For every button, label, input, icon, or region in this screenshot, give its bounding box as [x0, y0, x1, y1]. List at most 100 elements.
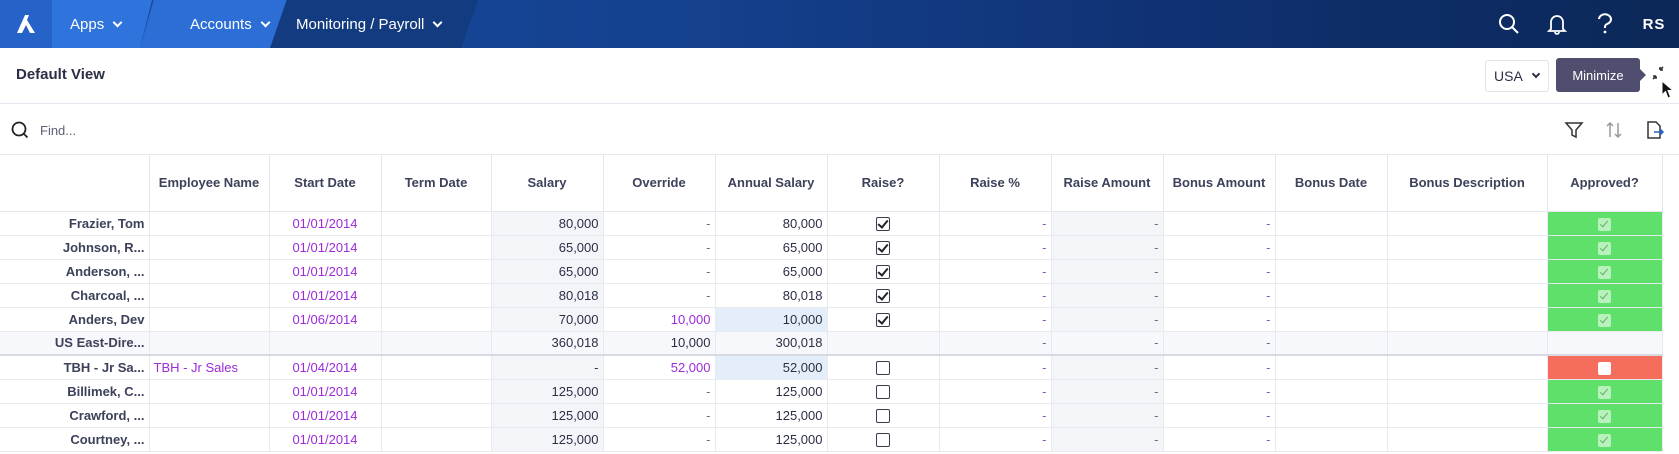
start-date-cell[interactable]: 01/06/2014	[269, 307, 382, 332]
override-cell[interactable]: -	[603, 259, 716, 284]
bonus-description-cell[interactable]	[1387, 403, 1548, 428]
raise-checkbox[interactable]	[876, 240, 890, 255]
bonus-date-cell[interactable]	[1275, 235, 1388, 260]
accounts-menu-segment[interactable]	[140, 0, 292, 48]
breadcrumb-menu[interactable]: Monitoring / Payroll	[296, 0, 443, 48]
approved-cell[interactable]	[1547, 259, 1663, 284]
raise-percent-cell[interactable]: -	[939, 355, 1052, 380]
bonus-amount-cell[interactable]: -	[1163, 403, 1276, 428]
bonus-description-cell[interactable]	[1387, 379, 1548, 404]
approved-cell[interactable]	[1547, 235, 1663, 260]
raise-checkbox-cell[interactable]	[827, 283, 940, 308]
bonus-amount-cell[interactable]: -	[1163, 379, 1276, 404]
employee-name-cell[interactable]	[149, 403, 270, 428]
bonus-description-cell[interactable]	[1387, 211, 1548, 236]
raise-checkbox[interactable]	[876, 312, 890, 327]
start-date-cell[interactable]: 01/01/2014	[269, 283, 382, 308]
term-date-cell[interactable]	[381, 331, 492, 356]
start-date-cell[interactable]: 01/01/2014	[269, 379, 382, 404]
help-icon[interactable]	[1581, 0, 1629, 48]
approved-checkbox[interactable]	[1598, 289, 1611, 303]
column-header[interactable]: Raise Amount	[1051, 155, 1164, 212]
bonus-date-cell[interactable]	[1275, 283, 1388, 308]
bonus-amount-cell[interactable]: -	[1163, 259, 1276, 284]
override-cell[interactable]: -	[603, 235, 716, 260]
override-cell[interactable]: -	[603, 211, 716, 236]
start-date-cell[interactable]: 01/04/2014	[269, 355, 382, 380]
term-date-cell[interactable]	[381, 355, 492, 380]
raise-checkbox[interactable]	[876, 384, 890, 399]
column-header[interactable]: Bonus Date	[1275, 155, 1388, 212]
row-label[interactable]: Frazier, Tom	[0, 211, 150, 236]
bonus-description-cell[interactable]	[1387, 307, 1548, 332]
raise-percent-cell[interactable]: -	[939, 307, 1052, 332]
raise-checkbox[interactable]	[876, 216, 890, 231]
search-icon[interactable]	[1485, 0, 1533, 48]
apps-menu[interactable]: Apps	[70, 0, 123, 48]
bonus-amount-cell[interactable]: -	[1163, 427, 1276, 452]
override-cell[interactable]: -	[603, 403, 716, 428]
raise-percent-cell[interactable]: -	[939, 211, 1052, 236]
column-header[interactable]: Override	[603, 155, 716, 212]
apps-menu-segment[interactable]	[52, 0, 152, 48]
sort-icon[interactable]	[1603, 119, 1625, 141]
raise-checkbox-cell[interactable]	[827, 235, 940, 260]
minimize-icon[interactable]	[1648, 64, 1672, 88]
row-label[interactable]: Johnson, R...	[0, 235, 150, 260]
approved-cell[interactable]	[1547, 427, 1663, 452]
column-header[interactable]: Employee Name	[149, 155, 270, 212]
column-header[interactable]: Bonus Description	[1387, 155, 1548, 212]
term-date-cell[interactable]	[381, 307, 492, 332]
bonus-date-cell[interactable]	[1275, 307, 1388, 332]
raise-percent-cell[interactable]: -	[939, 379, 1052, 404]
row-label[interactable]: Anders, Dev	[0, 307, 150, 332]
raise-percent-cell[interactable]: -	[939, 259, 1052, 284]
column-header[interactable]: Raise?	[827, 155, 940, 212]
employee-name-cell[interactable]	[149, 307, 270, 332]
bonus-date-cell[interactable]	[1275, 403, 1388, 428]
bonus-description-cell[interactable]	[1387, 283, 1548, 308]
search-input[interactable]	[40, 119, 340, 141]
start-date-cell[interactable]: 01/01/2014	[269, 235, 382, 260]
bonus-date-cell[interactable]	[1275, 211, 1388, 236]
bonus-date-cell[interactable]	[1275, 331, 1388, 356]
approved-checkbox[interactable]	[1598, 361, 1611, 375]
approved-cell[interactable]	[1547, 283, 1663, 308]
row-label[interactable]: Charcoal, ...	[0, 283, 150, 308]
term-date-cell[interactable]	[381, 259, 492, 284]
bonus-date-cell[interactable]	[1275, 259, 1388, 284]
override-cell[interactable]: 52,000	[603, 355, 716, 380]
raise-checkbox[interactable]	[876, 288, 890, 303]
column-header[interactable]: Annual Salary	[715, 155, 828, 212]
override-cell[interactable]: -	[603, 283, 716, 308]
raise-percent-cell[interactable]: -	[939, 427, 1052, 452]
employee-name-cell[interactable]	[149, 235, 270, 260]
bonus-amount-cell[interactable]: -	[1163, 283, 1276, 308]
raise-percent-cell[interactable]: -	[939, 283, 1052, 308]
raise-checkbox-cell[interactable]	[827, 403, 940, 428]
raise-percent-cell[interactable]: -	[939, 331, 1052, 356]
bonus-amount-cell[interactable]: -	[1163, 307, 1276, 332]
employee-name-cell[interactable]	[149, 283, 270, 308]
start-date-cell[interactable]	[269, 331, 382, 356]
term-date-cell[interactable]	[381, 403, 492, 428]
bonus-amount-cell[interactable]: -	[1163, 355, 1276, 380]
row-label[interactable]: Crawford, ...	[0, 403, 150, 428]
row-label[interactable]: Anderson, ...	[0, 259, 150, 284]
employee-name-cell[interactable]: TBH - Jr Sales	[149, 355, 270, 380]
term-date-cell[interactable]	[381, 283, 492, 308]
raise-checkbox-cell[interactable]	[827, 211, 940, 236]
raise-checkbox-cell[interactable]	[827, 307, 940, 332]
approved-checkbox[interactable]	[1598, 409, 1611, 423]
start-date-cell[interactable]: 01/01/2014	[269, 403, 382, 428]
employee-name-cell[interactable]	[149, 259, 270, 284]
raise-checkbox-cell[interactable]	[827, 379, 940, 404]
raise-checkbox-cell[interactable]	[827, 259, 940, 284]
approved-checkbox[interactable]	[1598, 217, 1611, 231]
raise-percent-cell[interactable]: -	[939, 403, 1052, 428]
start-date-cell[interactable]: 01/01/2014	[269, 211, 382, 236]
column-header[interactable]: Raise %	[939, 155, 1052, 212]
term-date-cell[interactable]	[381, 211, 492, 236]
user-avatar[interactable]: RS	[1642, 15, 1666, 33]
employee-name-cell[interactable]	[149, 211, 270, 236]
